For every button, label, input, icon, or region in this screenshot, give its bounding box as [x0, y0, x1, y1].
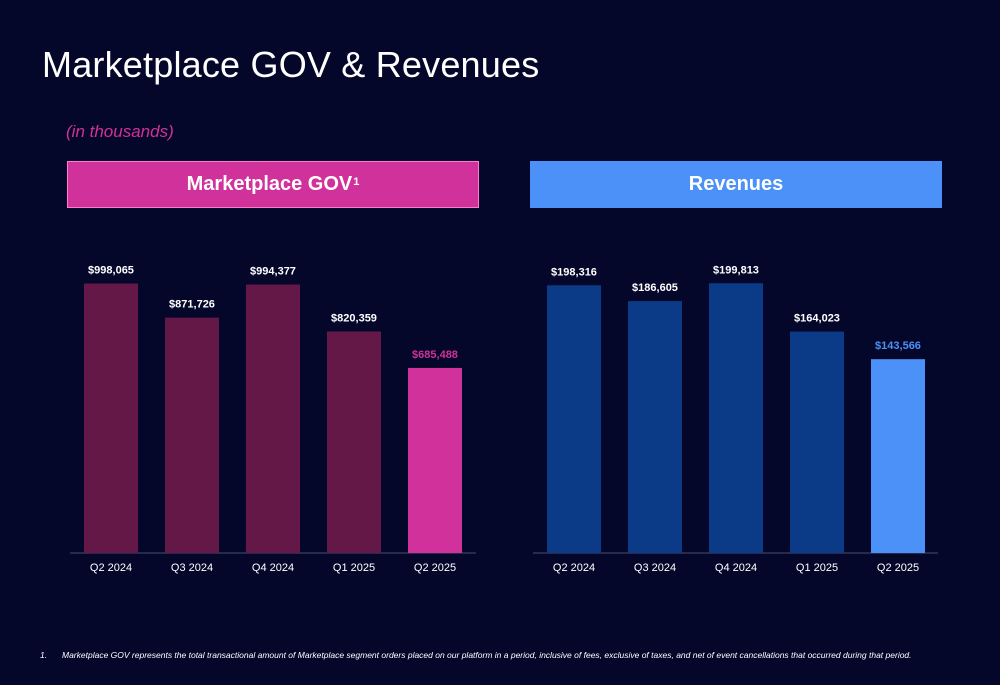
revenue-bar [547, 285, 601, 553]
gov-bar [84, 283, 138, 553]
gov-bar [408, 367, 462, 553]
gov-tick-label: Q4 2024 [252, 562, 294, 574]
revenue-chart-title: Revenues [688, 173, 784, 195]
revenue-bar-chart: $198,316 Q2 2024 $186,605 Q3 2024 $199,813 Q4… [533, 264, 938, 574]
revenue-tick-label: Q3 2024 [634, 562, 676, 574]
revenue-bar [871, 359, 925, 553]
gov-bar-chart: $998,065 Q2 2024 $871,726 Q3 2024 $994,377 Q4… [70, 265, 476, 574]
gov-chart-header: Marketplace GOV 1 [67, 161, 479, 208]
gov-data-label: $685,488 [412, 349, 458, 361]
gov-footnote-marker: 1 [353, 175, 360, 188]
page-title: Marketplace GOV & Revenues [42, 44, 540, 85]
footnote-number: 1. [40, 650, 48, 660]
revenue-bar [709, 283, 763, 553]
revenue-data-label: $198,316 [551, 266, 597, 278]
gov-tick-label: Q2 2024 [90, 562, 132, 574]
footnote-text: Marketplace GOV represents the total tra… [62, 650, 912, 660]
revenue-bar [628, 301, 682, 553]
revenue-data-label: $164,023 [794, 313, 840, 325]
revenue-data-label: $186,605 [632, 282, 678, 294]
revenue-tick-label: Q1 2025 [796, 562, 838, 574]
gov-data-label: $994,377 [250, 266, 296, 278]
revenue-chart-header: Revenues [530, 161, 942, 208]
units-subtitle: (in thousands) [66, 122, 174, 141]
revenue-bar [790, 331, 844, 553]
gov-chart-title: Marketplace GOV [186, 173, 353, 195]
gov-data-label: $998,065 [88, 265, 134, 277]
gov-tick-label: Q2 2025 [414, 562, 456, 574]
gov-bar [246, 284, 300, 553]
footnote: 1. Marketplace GOV represents the total … [40, 650, 970, 660]
gov-bar [165, 317, 219, 553]
revenue-data-label: $143,566 [875, 340, 921, 352]
gov-data-label: $820,359 [331, 313, 377, 325]
gov-data-label: $871,726 [169, 299, 215, 311]
revenue-tick-label: Q2 2025 [877, 562, 919, 574]
revenue-tick-label: Q2 2024 [553, 562, 595, 574]
revenue-data-label: $199,813 [713, 264, 759, 276]
gov-tick-label: Q3 2024 [171, 562, 213, 574]
revenue-tick-label: Q4 2024 [715, 562, 757, 574]
gov-tick-label: Q1 2025 [333, 562, 375, 574]
gov-bar [327, 331, 381, 553]
